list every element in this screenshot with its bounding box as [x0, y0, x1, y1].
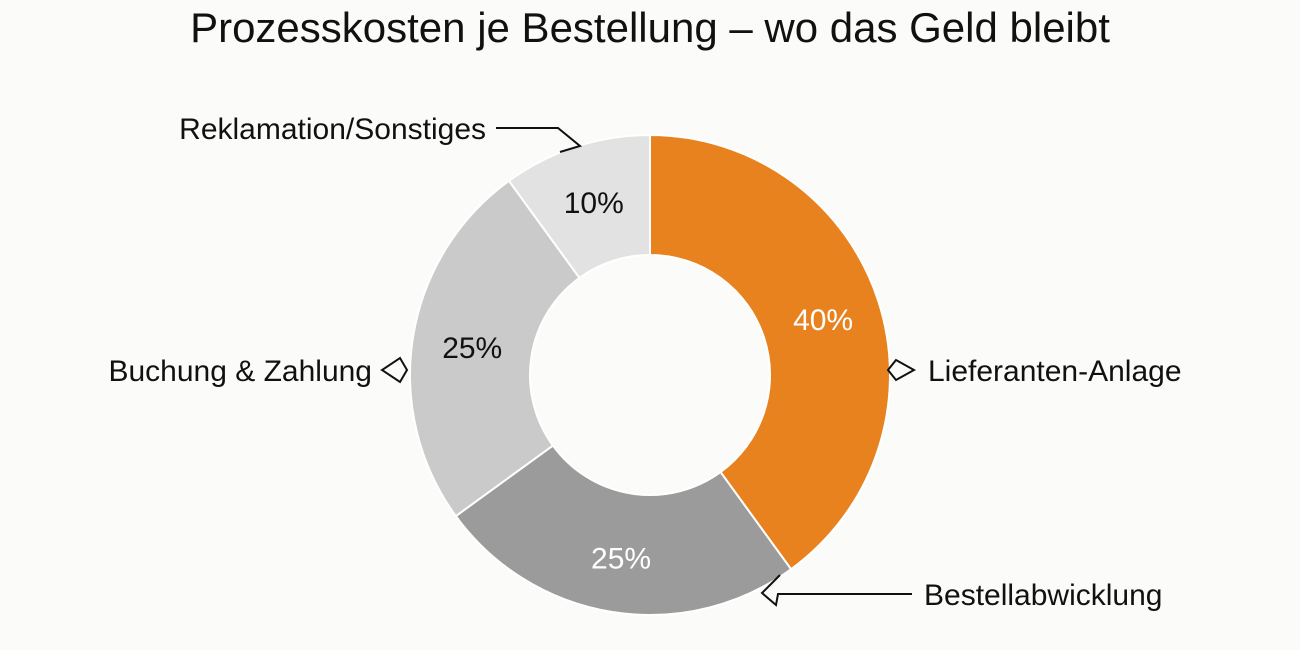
value-label-reklamation-sonstiges: 10% — [564, 187, 624, 220]
slice-value-labels: 40% 25% 25% 10% — [442, 187, 853, 576]
donut-slices — [409, 133, 891, 616]
value-label-bestellabwicklung: 25% — [591, 543, 651, 576]
leader-line-reklamation-sonstiges — [496, 127, 583, 153]
value-label-buchung-und-zahlung: 25% — [442, 332, 502, 365]
leader-line-lieferanten-anlage — [886, 358, 917, 382]
category-label-lieferanten-anlage: Lieferanten-Anlage — [928, 355, 1182, 388]
category-label-bestellabwicklung: Bestellabwicklung — [924, 579, 1162, 612]
slice-buchung-und-zahlung — [409, 179, 581, 518]
slice-bestellabwicklung — [454, 444, 793, 616]
leader-lines — [380, 127, 917, 607]
slice-lieferanten-anlage — [649, 133, 891, 571]
leader-line-buchung-und-zahlung — [380, 356, 409, 384]
chart-title: Prozesskosten je Bestellung – wo das Gel… — [190, 4, 1110, 51]
leader-line-bestellabwicklung — [760, 574, 912, 607]
category-label-reklamation-sonstiges: Reklamation/Sonstiges — [179, 113, 486, 146]
category-labels: Lieferanten-Anlage Bestellabwicklung Buchu… — [108, 113, 1181, 612]
category-label-buchung-und-zahlung: Buchung & Zahlung — [108, 355, 372, 388]
slice-reklamation-sonstiges — [507, 133, 651, 280]
value-label-lieferanten-anlage: 40% — [793, 304, 853, 337]
